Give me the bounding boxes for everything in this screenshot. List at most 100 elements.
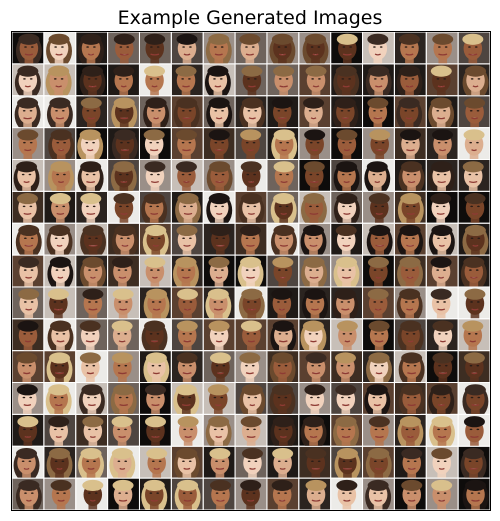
generated-face-thumbnail	[331, 478, 363, 510]
generated-face-thumbnail	[458, 287, 490, 319]
generated-face-thumbnail	[203, 287, 235, 319]
generated-face-thumbnail	[76, 159, 108, 191]
generated-face-thumbnail	[108, 32, 139, 64]
generated-face-thumbnail	[299, 319, 331, 351]
generated-face-thumbnail	[44, 478, 76, 510]
generated-face-thumbnail	[171, 128, 203, 159]
generated-face-thumbnail	[76, 287, 108, 319]
generated-face-thumbnail	[171, 287, 203, 319]
generated-face-thumbnail	[426, 223, 458, 255]
generated-face-thumbnail	[331, 191, 363, 223]
generated-face-thumbnail	[458, 128, 490, 159]
generated-face-thumbnail	[76, 191, 108, 223]
generated-face-thumbnail	[235, 128, 267, 159]
generated-face-thumbnail	[76, 478, 108, 510]
generated-face-thumbnail	[12, 223, 44, 255]
generated-face-thumbnail	[171, 223, 203, 255]
generated-face-thumbnail	[363, 223, 394, 255]
generated-face-thumbnail	[299, 287, 331, 319]
generated-face-thumbnail	[267, 64, 299, 96]
generated-face-thumbnail	[171, 159, 203, 191]
generated-face-thumbnail	[426, 446, 458, 478]
generated-face-thumbnail	[299, 96, 331, 128]
generated-face-thumbnail	[299, 255, 331, 287]
generated-face-thumbnail	[108, 159, 139, 191]
generated-face-thumbnail	[458, 478, 490, 510]
generated-face-thumbnail	[171, 319, 203, 351]
generated-face-thumbnail	[108, 383, 139, 414]
generated-face-thumbnail	[267, 319, 299, 351]
generated-face-thumbnail	[267, 96, 299, 128]
generated-face-thumbnail	[426, 383, 458, 414]
generated-face-thumbnail	[139, 351, 171, 383]
generated-face-thumbnail	[139, 223, 171, 255]
generated-face-thumbnail	[331, 159, 363, 191]
generated-face-thumbnail	[76, 351, 108, 383]
generated-image-grid	[11, 31, 491, 511]
generated-face-thumbnail	[76, 64, 108, 96]
generated-face-thumbnail	[331, 383, 363, 414]
generated-face-thumbnail	[44, 351, 76, 383]
generated-face-thumbnail	[394, 287, 426, 319]
generated-face-thumbnail	[235, 96, 267, 128]
generated-face-thumbnail	[76, 32, 108, 64]
generated-face-thumbnail	[203, 64, 235, 96]
generated-face-thumbnail	[108, 128, 139, 159]
generated-face-thumbnail	[44, 287, 76, 319]
generated-face-thumbnail	[44, 446, 76, 478]
generated-face-thumbnail	[363, 128, 394, 159]
generated-face-thumbnail	[235, 414, 267, 446]
generated-face-thumbnail	[394, 446, 426, 478]
generated-face-thumbnail	[108, 96, 139, 128]
generated-face-thumbnail	[394, 191, 426, 223]
generated-face-thumbnail	[458, 351, 490, 383]
generated-face-thumbnail	[394, 383, 426, 414]
generated-face-thumbnail	[203, 159, 235, 191]
generated-face-thumbnail	[108, 191, 139, 223]
generated-face-thumbnail	[426, 287, 458, 319]
generated-face-thumbnail	[235, 64, 267, 96]
generated-face-thumbnail	[12, 446, 44, 478]
generated-face-thumbnail	[331, 319, 363, 351]
generated-face-thumbnail	[363, 255, 394, 287]
generated-face-thumbnail	[426, 96, 458, 128]
generated-face-thumbnail	[44, 159, 76, 191]
generated-face-thumbnail	[44, 128, 76, 159]
generated-face-thumbnail	[44, 255, 76, 287]
generated-face-thumbnail	[235, 319, 267, 351]
generated-face-thumbnail	[44, 64, 76, 96]
generated-face-thumbnail	[76, 319, 108, 351]
generated-face-thumbnail	[363, 478, 394, 510]
generated-face-thumbnail	[267, 287, 299, 319]
generated-face-thumbnail	[363, 319, 394, 351]
generated-face-thumbnail	[108, 351, 139, 383]
generated-face-thumbnail	[171, 255, 203, 287]
generated-face-thumbnail	[203, 446, 235, 478]
generated-face-thumbnail	[12, 128, 44, 159]
generated-face-thumbnail	[331, 128, 363, 159]
generated-face-thumbnail	[139, 255, 171, 287]
generated-face-thumbnail	[426, 351, 458, 383]
generated-face-thumbnail	[12, 32, 44, 64]
generated-face-thumbnail	[12, 414, 44, 446]
generated-face-thumbnail	[299, 414, 331, 446]
generated-face-thumbnail	[76, 255, 108, 287]
generated-face-thumbnail	[363, 32, 394, 64]
generated-face-thumbnail	[76, 223, 108, 255]
generated-face-thumbnail	[363, 287, 394, 319]
generated-face-thumbnail	[203, 32, 235, 64]
generated-face-thumbnail	[76, 128, 108, 159]
generated-face-thumbnail	[299, 64, 331, 96]
generated-face-thumbnail	[299, 159, 331, 191]
generated-face-thumbnail	[108, 414, 139, 446]
generated-face-thumbnail	[458, 414, 490, 446]
generated-face-thumbnail	[44, 223, 76, 255]
generated-face-thumbnail	[426, 191, 458, 223]
generated-face-thumbnail	[171, 96, 203, 128]
generated-face-thumbnail	[458, 319, 490, 351]
generated-face-thumbnail	[267, 191, 299, 223]
generated-face-thumbnail	[108, 287, 139, 319]
generated-face-thumbnail	[235, 446, 267, 478]
generated-face-thumbnail	[267, 351, 299, 383]
generated-face-thumbnail	[363, 414, 394, 446]
